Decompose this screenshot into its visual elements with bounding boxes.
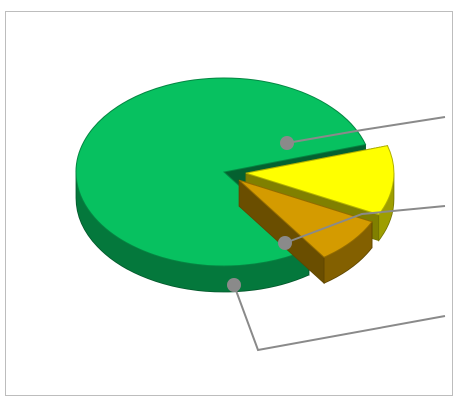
leader-lines-layer	[227, 116, 446, 352]
pie-slice-3	[238, 179, 373, 285]
leader-line-1	[286, 116, 446, 144]
slice-top	[245, 145, 395, 216]
leader-line-3	[233, 284, 446, 352]
leader-dot-3	[227, 278, 241, 292]
leader-dot-1	[280, 136, 294, 150]
slice-top	[75, 77, 367, 267]
slice-top	[238, 179, 373, 258]
leader-line-2	[284, 205, 446, 244]
leader-dot-2	[278, 236, 292, 250]
